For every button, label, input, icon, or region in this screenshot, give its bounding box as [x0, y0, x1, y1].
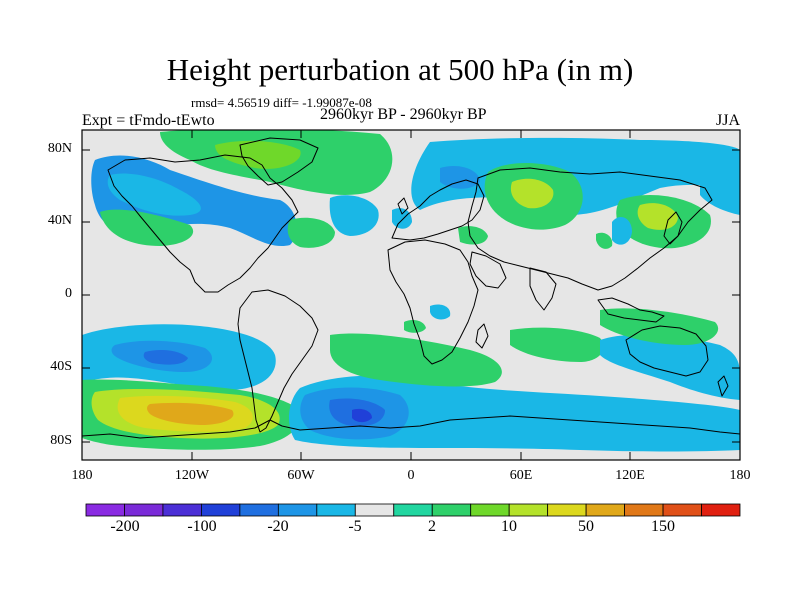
colorbar	[85, 503, 741, 517]
contour-eurasia-deep	[440, 165, 480, 189]
colorbar-swatch	[201, 503, 241, 517]
colorbar-label: 10	[501, 518, 517, 535]
colorbar-swatch	[585, 503, 625, 517]
lat-tick-label: 80N	[47, 141, 72, 156]
map-subtitle: rmsd= 4.56519 diff= -1.99087e-08	[191, 95, 372, 110]
lon-tick-label: 60W	[287, 468, 315, 483]
colorbar-swatch	[162, 503, 202, 517]
lon-tick-label: 180	[729, 468, 751, 483]
colorbar-swatch	[124, 503, 164, 517]
colorbar-swatch	[662, 503, 702, 517]
lon-tick-label: 0	[407, 468, 415, 483]
contour-siberia-inner	[510, 178, 554, 209]
coastline-india	[529, 267, 557, 311]
colorbar-swatch	[85, 503, 125, 517]
contour-npacific-negative	[700, 177, 740, 215]
coastline-south-america	[237, 289, 319, 433]
colorbar-label: 2	[428, 518, 436, 535]
lon-tick-label: 180	[71, 468, 93, 483]
contour-eastasia-ring	[612, 217, 632, 245]
axis-ticks	[81, 130, 741, 460]
contour-fill-layer	[82, 130, 740, 452]
coastline-layer	[82, 137, 740, 439]
colorbar-label: 150	[651, 518, 675, 535]
contour-spacific-core	[143, 350, 188, 365]
coastline-new-zealand	[717, 375, 729, 397]
contour-med-positive	[458, 226, 488, 245]
lon-tick-label: 120W	[174, 468, 210, 483]
coastline-uk	[397, 197, 409, 215]
lat-tick-label: 80S	[50, 433, 72, 448]
coastline-greenland	[239, 137, 319, 186]
colorbar-label: 50	[578, 518, 594, 535]
colorbar-swatch	[701, 503, 741, 517]
contour-westus-positive	[100, 209, 194, 246]
coastline-north-america	[107, 154, 299, 293]
lat-tick-label: 40N	[47, 213, 72, 228]
season-label: JJA	[716, 112, 741, 129]
lon-tick-label: 120E	[615, 468, 645, 483]
colorbar-label: -20	[267, 518, 289, 535]
contour-southatlantic-negative	[288, 375, 740, 452]
contour-asia-small-positive	[596, 232, 613, 249]
contour-southpacific-core	[147, 402, 234, 425]
colorbar-swatch	[393, 503, 433, 517]
colorbar-swatch	[624, 503, 664, 517]
period-label: 2960kyr BP - 2960kyr BP	[320, 106, 487, 123]
colorbar-swatch	[470, 503, 510, 517]
contour-atlantic-positive	[287, 217, 335, 248]
contour-indian-positive	[510, 327, 604, 362]
colorbar-swatch	[508, 503, 549, 517]
colorbar-swatch	[239, 503, 279, 517]
contour-southatlantic-center	[352, 408, 372, 423]
colorbar-swatch	[277, 503, 318, 517]
lon-tick-label: 60E	[509, 468, 533, 483]
colorbar-swatch	[547, 503, 587, 517]
experiment-label: Expt = tFmdo-tEwto	[82, 112, 215, 129]
contour-tropical-negative	[430, 304, 451, 320]
coastline-africa	[387, 239, 479, 365]
colorbar-swatch	[431, 503, 472, 517]
contour-greenland-inner	[215, 140, 301, 169]
coastline-asia	[467, 167, 713, 291]
colorbar-swatch	[354, 503, 395, 517]
coastline-madagascar	[475, 323, 489, 349]
coastline-japan	[663, 211, 683, 245]
colorbar-label: -5	[348, 518, 362, 535]
contour-eastasia-inner	[637, 203, 678, 230]
contour-atlantic-negative	[329, 195, 379, 236]
map-title: Height perturbation at 500 hPa (in m)	[166, 52, 634, 87]
lat-tick-label: 40S	[50, 359, 72, 374]
lat-tick-label: 0	[65, 286, 72, 301]
contour-southafrica-positive	[330, 333, 502, 387]
contour-namerica-inner	[107, 173, 201, 216]
coastline-antarctica	[82, 415, 740, 439]
colorbar-label: -200	[110, 518, 140, 535]
coastline-australia	[625, 325, 709, 377]
coastline-europe	[391, 179, 485, 241]
colorbar-swatch	[316, 503, 356, 517]
contour-australia-negative	[600, 334, 740, 400]
coastline-arabia	[469, 251, 507, 289]
contour-med-negative	[392, 208, 412, 229]
coastline-indonesia	[597, 297, 665, 323]
colorbar-label: -100	[187, 518, 217, 535]
